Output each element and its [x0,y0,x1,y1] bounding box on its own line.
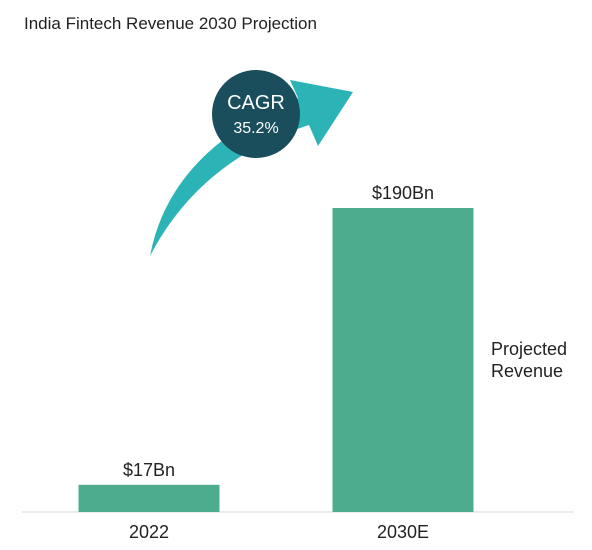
projected-revenue-label: Projected Revenue [491,338,567,382]
bar-2022 [78,484,220,512]
cagr-badge [212,70,300,158]
data-label-2022: $17Bn [123,460,175,480]
bar-2030e [332,208,474,512]
projected-revenue-line2: Revenue [491,361,564,381]
bars-layer: $17Bn 2022 $190Bn 2030E [78,183,474,542]
cagr-value: 35.2% [233,120,278,137]
category-label-2030e: 2030E [377,522,429,542]
projected-revenue-line1: Projected [491,339,568,359]
category-label-2022: 2022 [129,522,169,542]
chart-title: India Fintech Revenue 2030 Projection [24,14,317,33]
cagr-label: CAGR [227,92,285,114]
growth-arrow-icon [150,80,353,256]
data-label-2030e: $190Bn [372,183,434,203]
